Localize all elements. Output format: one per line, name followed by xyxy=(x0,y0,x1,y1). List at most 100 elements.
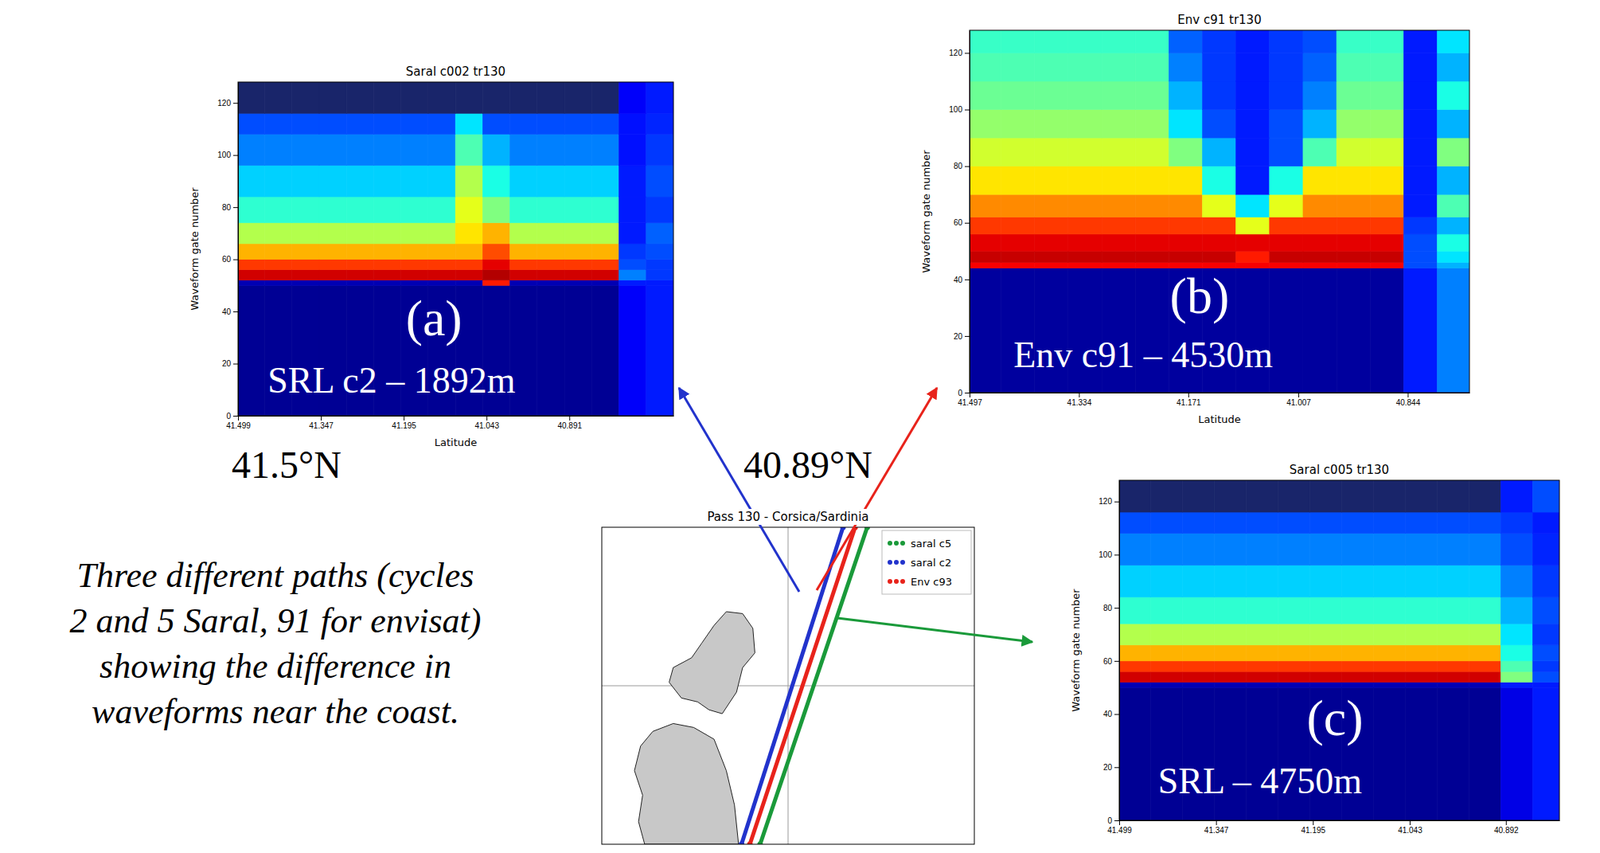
axis-line xyxy=(969,31,971,394)
heatmap-cell xyxy=(1202,52,1237,82)
y-axis: 020406080100120 xyxy=(948,31,970,398)
heatmap-cell xyxy=(1269,81,1304,110)
legend-label: saral c5 xyxy=(910,537,952,550)
tick-label: 80 xyxy=(1103,603,1113,613)
heatmap-cell xyxy=(537,133,565,165)
heatmap-cell xyxy=(1500,682,1533,688)
heatmap-cell xyxy=(1269,261,1304,268)
heatmap-cell xyxy=(1532,671,1560,682)
heatmap-cell xyxy=(428,165,456,197)
heatmap-cell xyxy=(1403,261,1437,268)
tick-label: 120 xyxy=(948,48,963,58)
tick-label: 20 xyxy=(222,359,232,368)
tick: 60 xyxy=(1103,656,1120,666)
tick-mark xyxy=(233,363,239,365)
heatmap-cell xyxy=(619,259,647,270)
heatmap-cell xyxy=(1034,166,1069,196)
heatmap-cell xyxy=(591,196,619,223)
tick: 40 xyxy=(953,275,970,285)
heatmap-cell xyxy=(265,259,293,270)
heatmap-cell xyxy=(1001,30,1035,53)
legend-label: Env c93 xyxy=(910,575,953,588)
heatmap-cell xyxy=(1001,137,1035,167)
heatmap-cell xyxy=(1403,217,1437,235)
cells xyxy=(969,30,1470,393)
heatmap-cell xyxy=(1369,261,1404,268)
heatmap-cell xyxy=(1101,137,1136,167)
coastline xyxy=(634,722,739,844)
heatmap-cell xyxy=(1168,30,1202,53)
chart-title: Saral c002 tr130 xyxy=(405,64,506,79)
heatmap-cell xyxy=(1135,81,1169,110)
heatmap-cell xyxy=(1309,671,1342,682)
heatmap-cell xyxy=(510,269,538,281)
track-point xyxy=(840,526,847,531)
heatmap-cell xyxy=(346,269,374,281)
annotation: (a) xyxy=(405,289,463,347)
tick-mark xyxy=(1114,660,1120,662)
heatmap-cell xyxy=(1336,81,1370,110)
heatmap-cell xyxy=(1119,565,1151,598)
tick: 100 xyxy=(948,105,970,114)
heatmap-cell xyxy=(619,243,647,260)
heatmap-cell xyxy=(1168,109,1202,139)
heatmap-cell xyxy=(238,81,266,114)
heatmap-cell xyxy=(1309,623,1342,645)
heatmap-cell xyxy=(265,81,293,114)
heatmap-cell xyxy=(455,259,483,270)
caption-line: showing the difference in xyxy=(99,646,452,686)
heatmap-cell xyxy=(428,81,456,114)
heatmap-cell xyxy=(969,217,1002,235)
heatmap-cell xyxy=(591,259,619,270)
heatmap-cell xyxy=(1341,565,1374,598)
tick-mark xyxy=(1216,819,1218,825)
tick-label: 41.195 xyxy=(391,421,417,430)
heatmap-cell xyxy=(1373,671,1405,682)
x-axis: 41.49941.34741.19541.04340.891 xyxy=(226,415,674,430)
tick-label: 41.195 xyxy=(1300,825,1326,835)
heatmap-cell xyxy=(1202,234,1237,251)
tick-mark xyxy=(486,415,488,421)
heatmap-cell xyxy=(428,243,456,260)
heatmap-cell xyxy=(1245,660,1278,672)
heatmap-cell xyxy=(1135,194,1169,217)
heatmap-cell xyxy=(1309,565,1342,598)
heatmap-cell xyxy=(1403,194,1437,217)
heatmap-cell xyxy=(319,113,347,134)
heatmap-cell xyxy=(482,133,510,165)
coastline xyxy=(669,611,756,714)
tick-mark xyxy=(1409,819,1411,825)
heatmap-cell xyxy=(537,269,565,281)
heatmap-cell xyxy=(1277,565,1310,598)
heatmap-cell xyxy=(292,269,320,281)
heatmap-cell xyxy=(1341,644,1374,661)
arrow xyxy=(679,387,800,592)
heatmap-cell xyxy=(1150,623,1183,645)
tick-label: 60 xyxy=(222,254,232,264)
x-axis: 41.49941.34741.19541.04340.892 xyxy=(1107,819,1560,835)
tick: 41.195 xyxy=(1300,819,1326,835)
heatmap-cell xyxy=(969,81,1002,110)
heatmap-cell xyxy=(1404,511,1437,534)
axis-line xyxy=(1120,819,1561,821)
heatmap-cell xyxy=(1119,686,1151,820)
heatmap-cell xyxy=(1373,533,1405,566)
heatmap-cell xyxy=(1213,644,1246,661)
heatmap-cell xyxy=(1341,660,1374,672)
tick-label: 41.499 xyxy=(1107,825,1132,835)
heatmap-cell xyxy=(428,222,456,244)
legend-marker xyxy=(900,540,906,546)
heatmap-cell xyxy=(265,269,293,281)
heatmap-cell xyxy=(591,222,619,244)
heatmap-cell xyxy=(1245,644,1278,661)
heatmap-cell xyxy=(1277,480,1310,512)
legend-marker xyxy=(887,540,893,546)
heatmap-cell xyxy=(1168,137,1202,167)
heatmap-cell xyxy=(1336,250,1370,262)
tick-mark xyxy=(1119,819,1120,825)
heatmap-cell xyxy=(1245,671,1278,682)
heatmap-cell xyxy=(1500,671,1533,682)
tick-label: 120 xyxy=(1098,496,1113,506)
heatmap-cell xyxy=(1213,597,1246,624)
heatmap-panel: 41.49741.33441.17141.00740.8440204060801… xyxy=(920,12,1471,426)
